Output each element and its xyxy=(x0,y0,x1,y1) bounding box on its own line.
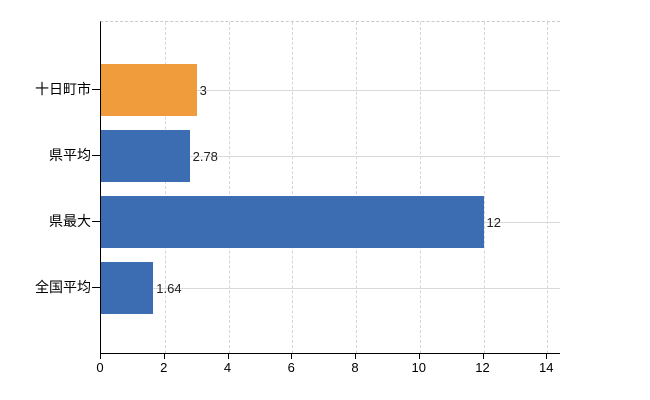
plot-area: 3 2.78 12 1.64 xyxy=(100,21,560,354)
x-axis-tick-mark xyxy=(163,353,165,359)
vertical-gridline xyxy=(419,22,421,353)
x-axis-tick-mark xyxy=(482,353,484,359)
category-label: 県平均 xyxy=(49,147,91,163)
bar-value-label: 2.78 xyxy=(192,149,218,164)
bar-value-label: 3 xyxy=(199,83,207,98)
x-axis-tick-mark xyxy=(100,353,101,359)
bar xyxy=(101,64,197,116)
horizontal-gridline xyxy=(101,156,560,157)
vertical-gridline xyxy=(164,22,166,353)
x-axis-tick-label: 0 xyxy=(96,360,104,375)
bar xyxy=(101,196,484,248)
category-tick-mark xyxy=(92,221,100,222)
x-axis-tick-label: 8 xyxy=(351,360,359,375)
category-tick-mark xyxy=(92,287,100,288)
category-label: 十日町市 xyxy=(35,81,91,97)
x-axis-tick-label: 4 xyxy=(223,360,232,375)
x-axis-tick-mark xyxy=(227,353,229,359)
x-axis-tick-label: 6 xyxy=(287,360,295,375)
horizontal-gridline xyxy=(101,90,560,91)
x-axis-tick-label: 14 xyxy=(539,360,554,375)
x-axis-tick-label: 2 xyxy=(160,360,168,375)
x-axis-tick-mark xyxy=(546,353,548,359)
category-label: 県最大 xyxy=(49,213,91,229)
vertical-gridline xyxy=(547,22,549,353)
x-axis-tick-mark xyxy=(291,353,293,359)
bar xyxy=(101,262,154,314)
bar-value-label: 12 xyxy=(486,215,501,230)
category-tick-mark xyxy=(92,155,100,156)
vertical-gridline xyxy=(356,22,357,353)
category-tick-mark xyxy=(92,89,100,90)
horizontal-gridline xyxy=(101,288,560,289)
bar xyxy=(101,130,190,182)
x-axis-tick-mark xyxy=(355,353,356,359)
category-label: 全国平均 xyxy=(35,279,91,295)
x-axis-tick-label: 12 xyxy=(475,360,490,375)
vertical-gridline xyxy=(228,22,230,353)
bar-value-label: 1.64 xyxy=(156,281,182,296)
x-axis-tick-label: 10 xyxy=(411,360,426,375)
vertical-gridline xyxy=(483,22,485,353)
x-axis-tick-mark xyxy=(418,353,420,359)
vertical-gridline xyxy=(292,22,294,353)
